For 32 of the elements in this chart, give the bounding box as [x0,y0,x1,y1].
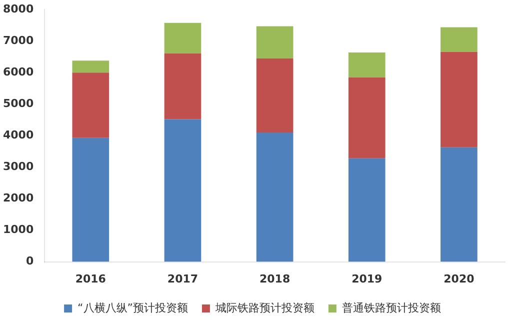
bar [348,52,386,78]
legend-label: “八横八纵”预计投资额 [78,301,188,314]
y-tick-label: 3000 [2,160,34,174]
x-tick-label: 2019 [352,272,382,286]
bar [256,58,294,133]
bar [348,77,386,158]
y-tick-label: 8000 [2,2,34,16]
bar [72,60,110,73]
bar [164,22,202,54]
bar [164,53,202,120]
x-tick-label: 2016 [75,272,106,286]
x-tick-label: 2018 [259,272,290,286]
y-tick-label: 2000 [2,192,34,205]
bar [440,52,478,148]
bar [256,26,294,58]
bar [164,119,202,262]
x-tick-label: 2020 [444,272,475,286]
legend-label: 普通铁路预计投资额 [342,301,441,314]
bar [72,72,110,138]
bar [256,132,294,262]
y-tick-label: 6000 [2,66,34,79]
y-tick-label: 7000 [2,34,34,47]
bar [440,147,478,262]
y-tick-label: 0 [26,254,34,268]
y-tick-label: 4000 [2,128,34,142]
y-tick-label: 1000 [2,223,34,236]
bar [72,138,110,262]
y-tick-label: 5000 [2,97,34,110]
x-tick-label: 2017 [167,272,198,286]
legend-label: 城际铁路预计投资额 [214,301,314,314]
bar [348,158,386,262]
bar [440,27,478,52]
